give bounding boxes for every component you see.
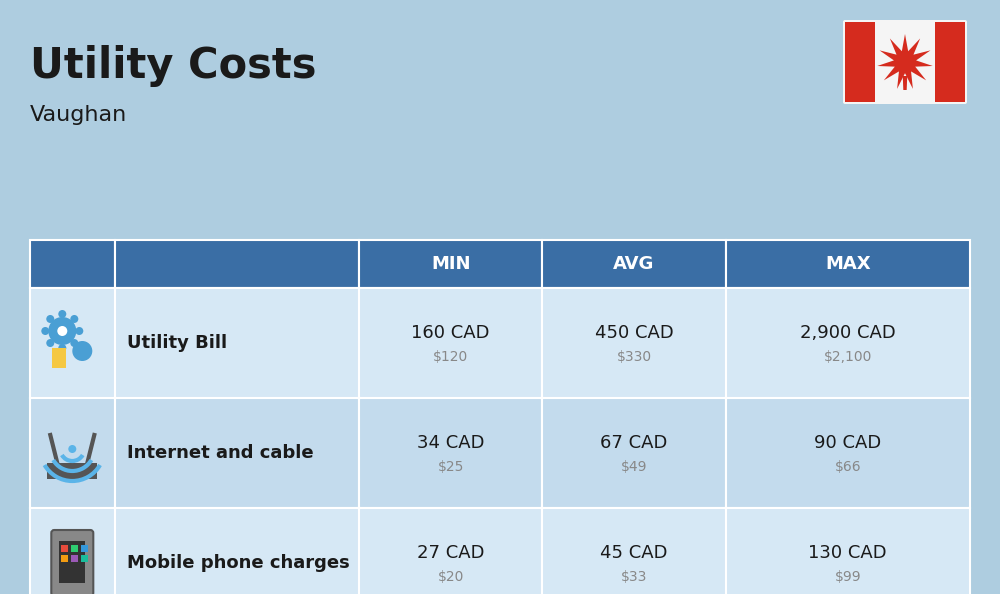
Bar	[47, 463, 97, 479]
Bar	[59, 541, 85, 583]
Bar	[935, 22, 965, 102]
Bar	[52, 348, 66, 368]
Circle shape	[68, 445, 76, 453]
Text: 67 CAD: 67 CAD	[600, 434, 668, 452]
Circle shape	[58, 344, 66, 352]
Circle shape	[46, 339, 54, 347]
Text: $33: $33	[621, 570, 647, 584]
Text: $49: $49	[621, 460, 647, 474]
Text: $120: $120	[433, 350, 468, 364]
Text: 90 CAD: 90 CAD	[814, 434, 881, 452]
Circle shape	[41, 327, 49, 335]
Circle shape	[57, 326, 67, 336]
Text: Vaughan: Vaughan	[30, 105, 127, 125]
Bar	[542, 398, 726, 508]
Bar	[726, 240, 970, 288]
Text: 450 CAD: 450 CAD	[595, 324, 673, 342]
Polygon shape	[877, 34, 933, 89]
Circle shape	[70, 315, 78, 323]
Text: $20: $20	[437, 570, 464, 584]
Bar	[845, 22, 875, 102]
Text: $25: $25	[437, 460, 464, 474]
Bar	[726, 398, 970, 508]
Bar	[71, 545, 78, 552]
Bar	[30, 508, 115, 594]
Bar	[115, 288, 359, 398]
Bar	[30, 288, 115, 398]
Text: $66: $66	[834, 460, 861, 474]
Text: AVG: AVG	[613, 255, 655, 273]
Bar	[359, 240, 542, 288]
Bar	[359, 288, 542, 398]
Text: $330: $330	[616, 350, 652, 364]
Bar	[359, 508, 542, 594]
Text: 34 CAD: 34 CAD	[417, 434, 484, 452]
Circle shape	[72, 341, 92, 361]
Text: $2,100: $2,100	[824, 350, 872, 364]
Text: 27 CAD: 27 CAD	[417, 544, 484, 562]
Bar	[359, 398, 542, 508]
Bar	[30, 240, 115, 288]
Bar	[115, 508, 359, 594]
Text: Mobile phone charges: Mobile phone charges	[127, 554, 349, 572]
FancyBboxPatch shape	[51, 530, 93, 594]
Bar	[61, 555, 68, 562]
Bar	[61, 545, 68, 552]
Circle shape	[70, 339, 78, 347]
Circle shape	[58, 310, 66, 318]
Bar	[542, 508, 726, 594]
Bar	[81, 555, 88, 562]
Bar	[30, 398, 115, 508]
Bar	[115, 240, 359, 288]
Circle shape	[48, 317, 76, 345]
Circle shape	[75, 327, 83, 335]
Text: Utility Bill: Utility Bill	[127, 334, 227, 352]
Bar	[81, 545, 88, 552]
Text: MAX: MAX	[825, 255, 871, 273]
Text: 160 CAD: 160 CAD	[411, 324, 490, 342]
Circle shape	[46, 315, 54, 323]
Text: 2,900 CAD: 2,900 CAD	[800, 324, 896, 342]
Bar	[542, 240, 726, 288]
Text: Internet and cable: Internet and cable	[127, 444, 313, 462]
Text: Utility Costs: Utility Costs	[30, 45, 316, 87]
Text: 130 CAD: 130 CAD	[808, 544, 887, 562]
Bar	[71, 555, 78, 562]
Text: 45 CAD: 45 CAD	[600, 544, 668, 562]
FancyBboxPatch shape	[843, 20, 967, 104]
Text: $99: $99	[834, 570, 861, 584]
Bar	[542, 288, 726, 398]
Text: MIN: MIN	[431, 255, 470, 273]
Bar	[726, 288, 970, 398]
Polygon shape	[903, 76, 907, 90]
Bar	[115, 398, 359, 508]
Bar	[726, 508, 970, 594]
